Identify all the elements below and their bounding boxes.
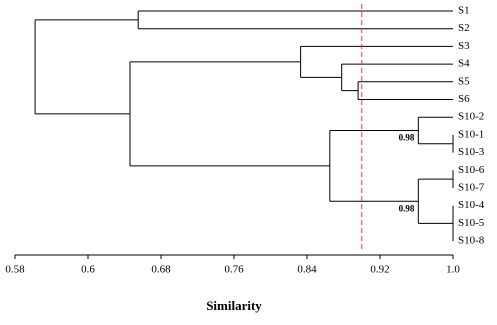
- leaf-label: S10-1: [458, 128, 484, 140]
- leaf-label: S10-2: [458, 111, 484, 123]
- x-tick-label: 0.84: [297, 264, 317, 276]
- leaf-label: S10-4: [458, 199, 485, 211]
- node-label: 0.98: [399, 203, 415, 213]
- x-tick-label: 0.58: [5, 264, 25, 276]
- x-tick-label: 0.68: [151, 264, 171, 276]
- leaf-label: S1: [458, 5, 470, 17]
- leaf-label: S10-3: [458, 146, 485, 158]
- leaf-label: S2: [458, 22, 470, 34]
- leaf-label: S3: [458, 40, 470, 52]
- leaf-label: S4: [458, 58, 470, 70]
- x-tick-label: 1.0: [446, 264, 460, 276]
- leaf-label: S10-8: [458, 235, 485, 247]
- node-label: 0.98: [399, 133, 415, 143]
- leaf-label: S10-5: [458, 217, 485, 229]
- x-axis-label: Similarity: [206, 298, 262, 313]
- leaf-label: S5: [458, 75, 470, 87]
- leaf-label: S6: [458, 93, 470, 105]
- leaf-label: S10-7: [458, 182, 485, 194]
- x-tick-label: 0.92: [370, 264, 389, 276]
- leaf-label: S10-6: [458, 164, 485, 176]
- x-tick-label: 0.6: [81, 264, 95, 276]
- x-tick-label: 0.76: [224, 264, 244, 276]
